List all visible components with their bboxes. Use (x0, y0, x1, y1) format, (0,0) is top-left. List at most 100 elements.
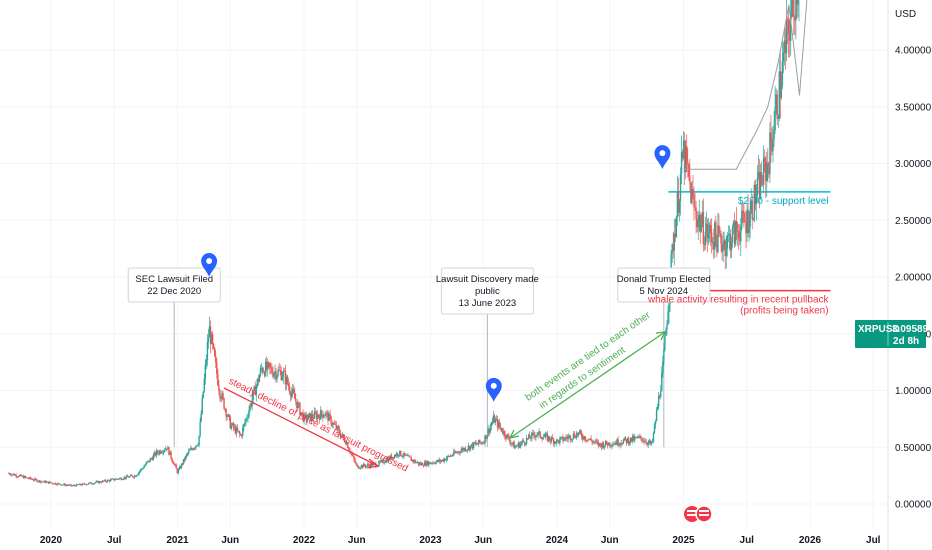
candle-body (285, 376, 288, 385)
candle-body (497, 422, 500, 428)
candle-body (456, 452, 458, 454)
candle-body (660, 391, 662, 397)
candle-body (363, 463, 366, 466)
candle-body (505, 436, 507, 439)
candle-body (149, 458, 151, 462)
candle-body (651, 441, 654, 442)
candle-body (608, 442, 610, 446)
candle-body (402, 456, 404, 458)
candle-body (459, 452, 461, 454)
candle-body (330, 416, 332, 425)
time-axis[interactable]: 2020 Jul 2021 Jun 2022 Jun 2023 Jun 2024 Jun 2025 J… (40, 535, 881, 546)
candle-body (183, 459, 186, 461)
candle-body (257, 378, 260, 382)
candle-body (70, 484, 72, 486)
candle-body (671, 244, 673, 254)
candle-body (220, 397, 222, 400)
candle-body (473, 442, 476, 444)
candle-body (172, 461, 174, 464)
candle-body (766, 162, 768, 181)
candle-body (386, 459, 388, 462)
candle-body (767, 162, 769, 168)
candle-body (113, 478, 115, 481)
candle-body (457, 451, 459, 453)
candle-body (515, 446, 517, 448)
candle-body (531, 432, 533, 439)
candle-body (203, 378, 206, 392)
candle-body (715, 222, 717, 238)
candle-body (394, 455, 397, 457)
candle-body (336, 426, 339, 430)
candle-body (613, 444, 615, 445)
candle-body (237, 431, 240, 432)
candle-body (633, 436, 635, 441)
candle-body (370, 463, 373, 467)
candle-body (346, 442, 348, 445)
candle-body (384, 462, 386, 463)
candle-body (713, 242, 715, 250)
candle-body (517, 442, 519, 446)
candle-body (286, 376, 289, 384)
x-tick-label: Jun (221, 535, 239, 546)
candle-body (618, 444, 620, 446)
candle-body (308, 413, 311, 415)
candle-body (506, 434, 508, 439)
candle-body (708, 225, 711, 233)
candle-body (698, 214, 700, 220)
candle-body (492, 415, 495, 422)
candle-body (443, 458, 446, 462)
candle-body (547, 436, 550, 441)
candle-body (274, 371, 276, 374)
candle-body (477, 443, 479, 445)
candle-body (87, 483, 89, 485)
candle-body (558, 440, 560, 444)
candle-body (784, 40, 787, 54)
candle-body (186, 453, 189, 455)
event-marker-pin-icon[interactable] (201, 253, 218, 277)
candle-body (156, 450, 159, 453)
candle-body (227, 414, 229, 417)
candle-body (664, 335, 666, 350)
candle-body (255, 386, 257, 396)
candle-body (718, 225, 720, 234)
candle-body (593, 441, 595, 443)
candle-body (281, 376, 283, 380)
event-marker-pin-icon[interactable] (485, 377, 502, 402)
candle-body (31, 478, 33, 480)
candle-body (391, 456, 394, 459)
candle-body (22, 475, 25, 479)
candle-body (333, 423, 335, 425)
candle-body (345, 441, 347, 445)
event-marker-pin-icon[interactable] (654, 145, 671, 170)
candle-body (321, 410, 323, 415)
x-tick-label: 2023 (419, 535, 442, 546)
candle-body (354, 459, 356, 463)
candle-body (133, 475, 136, 478)
candle-body (57, 483, 59, 485)
candle-body (543, 436, 545, 438)
candle-body (222, 393, 224, 399)
candle-body (743, 213, 745, 222)
candle-body (94, 482, 96, 484)
candle-body (429, 462, 431, 464)
candle-body (101, 480, 104, 483)
candle-body (15, 474, 17, 477)
candle-body (643, 440, 645, 443)
candle-body (137, 474, 139, 476)
candle-body (768, 167, 770, 175)
candle-body (45, 481, 47, 483)
candle-body (735, 221, 738, 232)
candle-body (471, 443, 474, 449)
news-icon[interactable] (684, 505, 713, 523)
candle-body (516, 445, 518, 447)
candle-body (646, 443, 648, 445)
candle-body (39, 480, 41, 483)
x-tick-label: Jun (601, 535, 619, 546)
candle-body (568, 435, 570, 437)
candle-body (487, 428, 489, 436)
candle-body (317, 414, 320, 417)
candle-body (438, 459, 440, 462)
candle-body (72, 485, 74, 486)
candle-body (758, 171, 761, 199)
